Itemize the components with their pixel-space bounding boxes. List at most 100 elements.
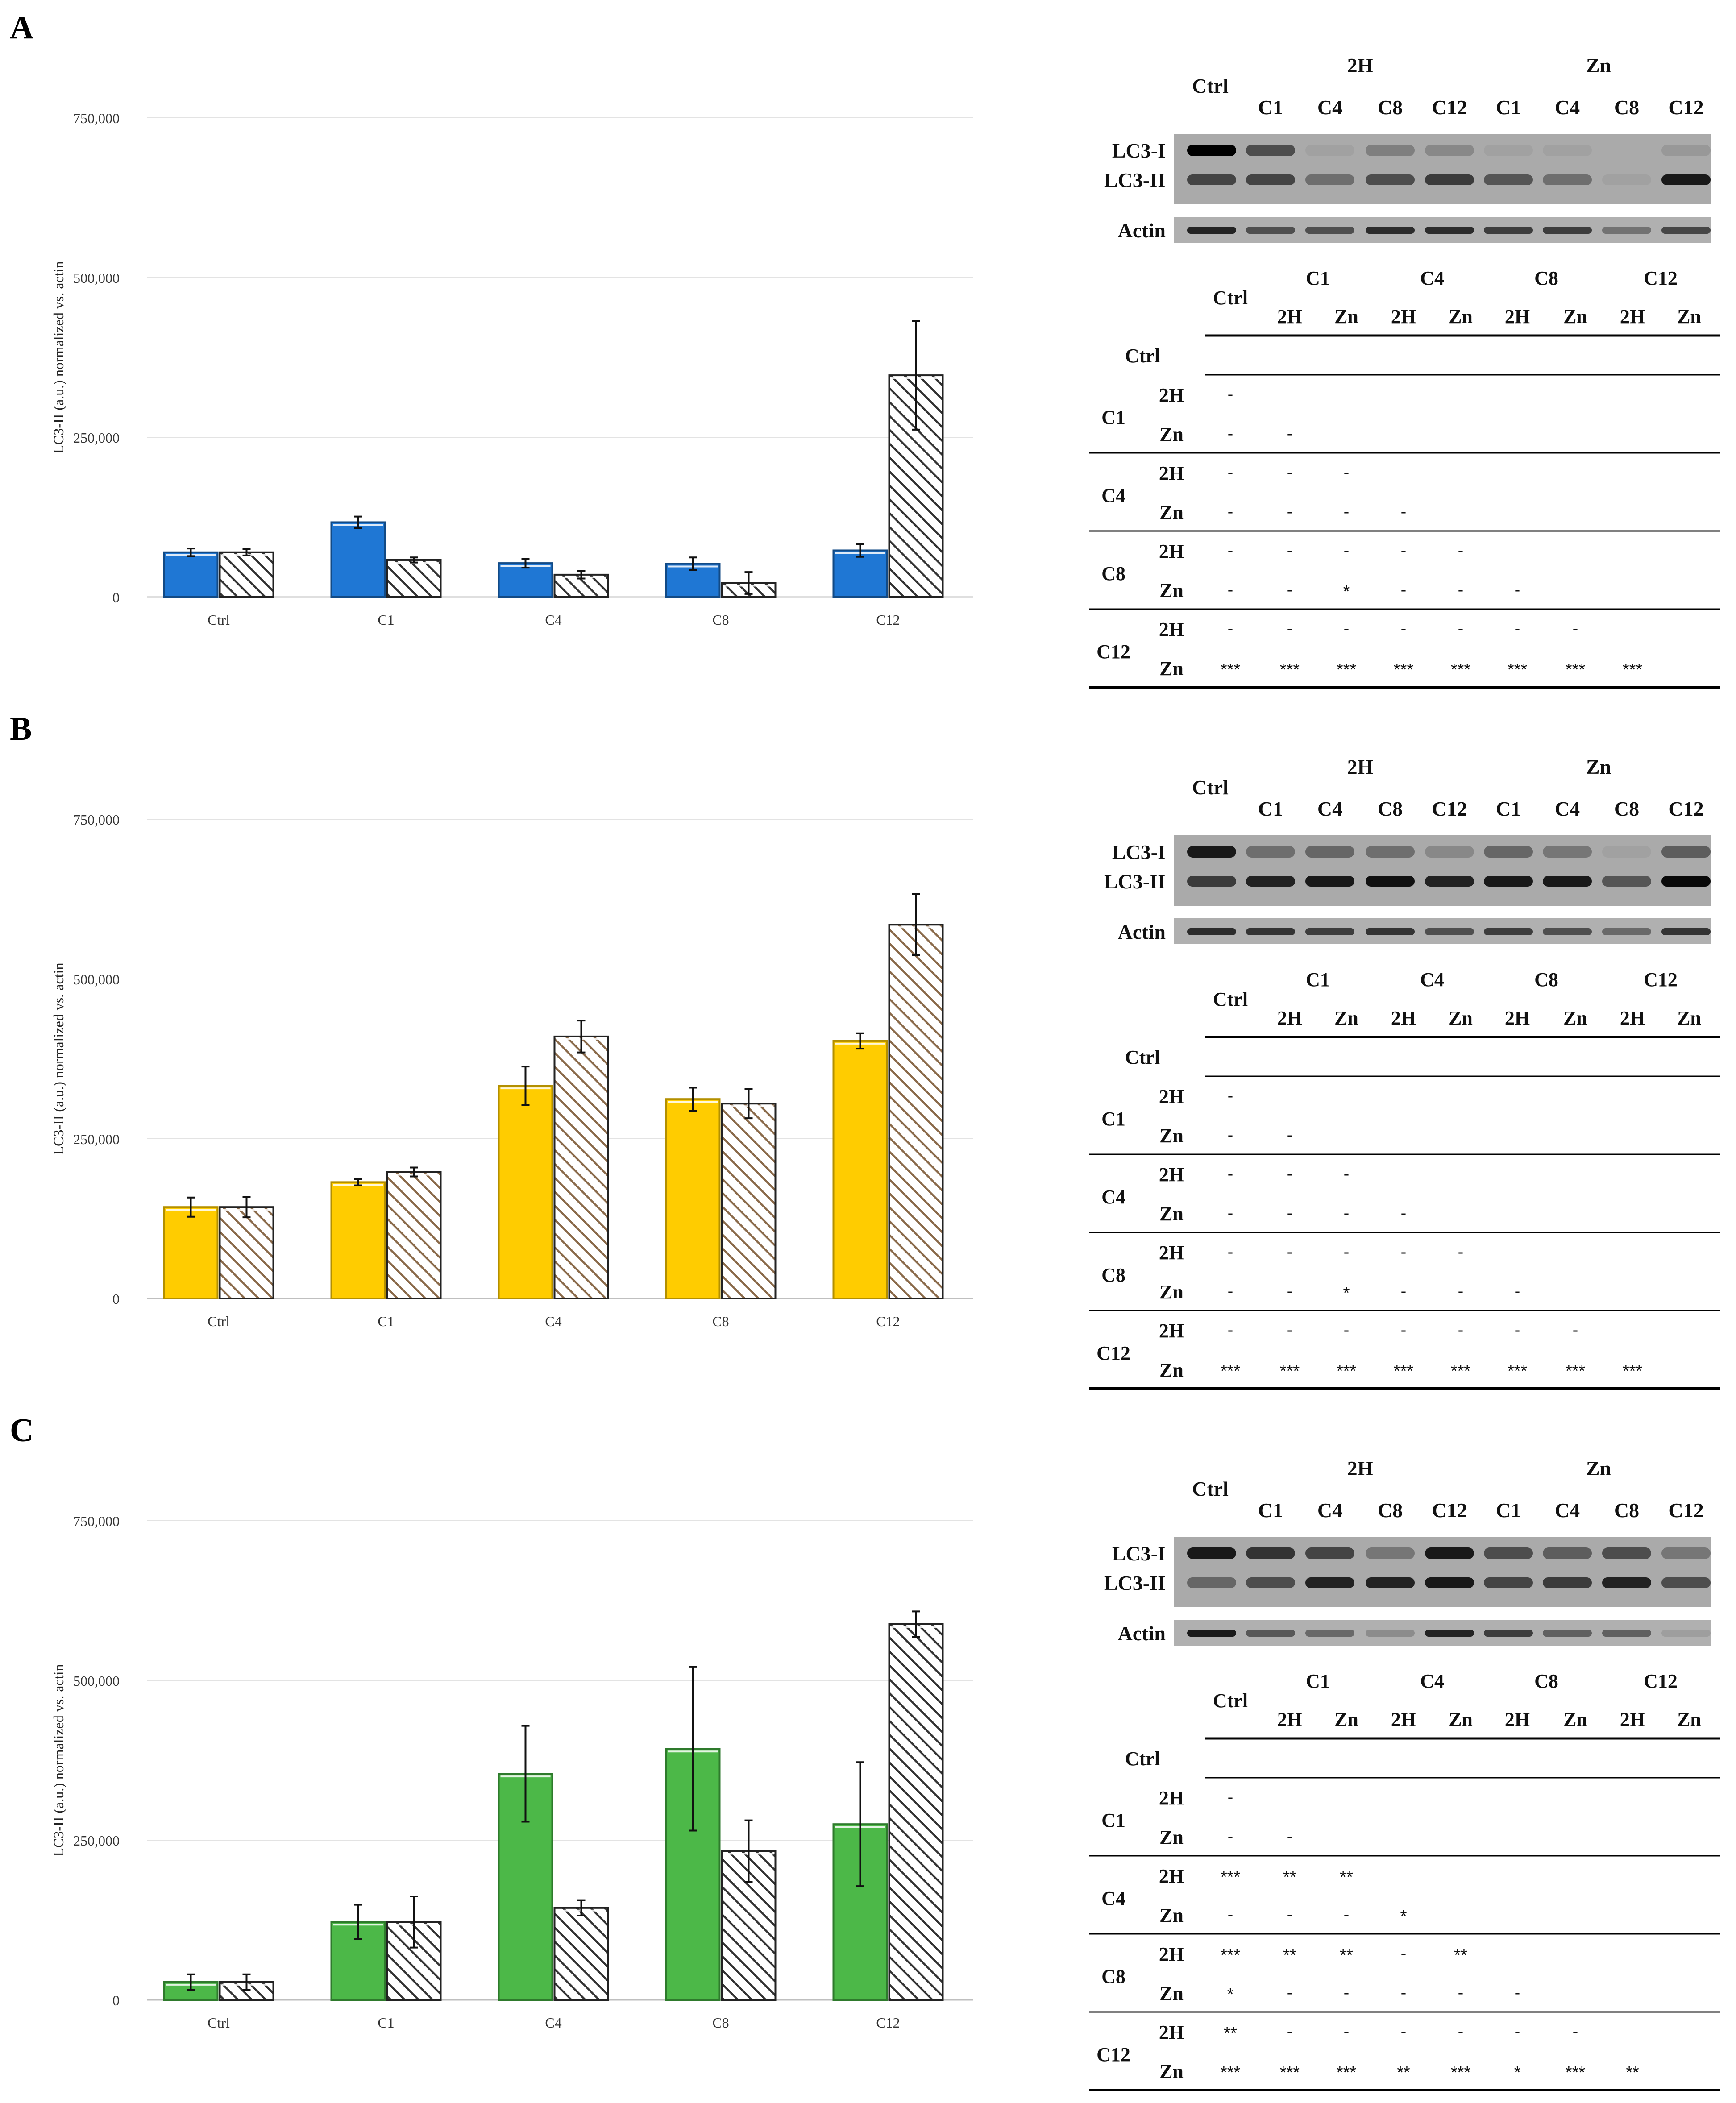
band-lc3-i xyxy=(1484,145,1533,156)
western-blot: Ctrl 2H Zn C1 C4 C8 C12 C1 C4 C8 C12 LC3-I LC3-II Act… xyxy=(1104,755,1711,944)
stats-row-sub-label: Zn xyxy=(1159,658,1184,680)
band-actin xyxy=(1305,928,1354,935)
stats-cell: - xyxy=(1344,619,1350,638)
y-axis-label: LC3-II (a.u.) normalized vs. actin xyxy=(50,1664,66,1857)
blot-lane-label: C1 xyxy=(1258,1499,1283,1522)
stats-cell: - xyxy=(1228,541,1233,560)
x-tick-label: C12 xyxy=(876,2015,900,2031)
stats-cell: - xyxy=(1401,1321,1407,1340)
band-lc3-i xyxy=(1187,145,1236,156)
stats-cell: - xyxy=(1228,1165,1233,1183)
blot-lane-label: C1 xyxy=(1258,797,1283,820)
bar-2h-c12 xyxy=(832,1040,888,1300)
stats-cell: - xyxy=(1344,1243,1350,1261)
stats-cell: - xyxy=(1287,463,1293,482)
error-bar xyxy=(689,1087,697,1112)
stats-group-header: C1 xyxy=(1306,969,1330,991)
error-bar xyxy=(856,543,864,558)
stats-row-sub-label: 2H xyxy=(1159,1787,1184,1809)
stats-sub-header: Zn xyxy=(1449,306,1473,328)
blot-group-header: Zn xyxy=(1586,1457,1611,1480)
error-bar xyxy=(410,556,418,564)
stats-row-group-label: C12 xyxy=(1096,1342,1130,1364)
band-lc3-ii xyxy=(1305,174,1354,185)
stats-cell: - xyxy=(1287,1282,1293,1301)
stats-cell: - xyxy=(1458,581,1464,599)
blot-lane-label: C8 xyxy=(1378,797,1403,820)
blot-lane-label: C1 xyxy=(1496,797,1521,820)
stats-cell: ** xyxy=(1224,2024,1237,2043)
stats-sub-header: 2H xyxy=(1277,1709,1302,1730)
stats-sub-header: 2H xyxy=(1391,1709,1416,1730)
x-tick-label: C1 xyxy=(378,1313,394,1329)
band-lc3-ii xyxy=(1484,876,1533,887)
band-actin xyxy=(1366,1630,1415,1637)
band-actin xyxy=(1366,227,1415,234)
band-actin xyxy=(1246,227,1295,234)
stats-cell: - xyxy=(1228,1905,1233,1924)
panel-A: A 0 250,000 500,000 750,000 LC3-II (a.u.) nor… xyxy=(10,9,1720,689)
bar-2h-c1 xyxy=(330,521,386,598)
stats-row-sub-label: Zn xyxy=(1159,1125,1184,1147)
blot-row-label: LC3-I xyxy=(1112,139,1166,162)
stats-row-sub-label: 2H xyxy=(1159,1164,1184,1186)
bar-2h-c12 xyxy=(832,549,888,598)
y-tick-label: 500,000 xyxy=(73,1673,120,1689)
stats-cell: - xyxy=(1515,619,1520,638)
stats-cell: - xyxy=(1287,1165,1293,1183)
blot-row-label: LC3-II xyxy=(1104,169,1166,191)
blot-ctrl-header: Ctrl xyxy=(1192,75,1229,97)
error-bar xyxy=(856,1761,864,1887)
y-axis-label: LC3-II (a.u.) normalized vs. actin xyxy=(50,261,66,454)
band-actin xyxy=(1602,1630,1651,1637)
band-lc3-ii xyxy=(1602,1577,1651,1588)
stats-sub-header: Zn xyxy=(1334,1709,1358,1730)
error-bar xyxy=(354,515,362,529)
blot-row-label: LC3-II xyxy=(1104,1572,1166,1594)
error-bar xyxy=(187,1973,195,1991)
stats-row-sub-label: Zn xyxy=(1159,1983,1184,2004)
x-tick-label: C1 xyxy=(378,2015,394,2031)
stats-cell: - xyxy=(1228,1321,1233,1340)
stats-cell: ** xyxy=(1340,1946,1353,1965)
error-bar xyxy=(577,1899,586,1916)
stats-row-sub-label: 2H xyxy=(1159,1242,1184,1264)
stats-cell: - xyxy=(1344,1321,1350,1340)
bar-2h-c4 xyxy=(498,1085,553,1300)
error-bar xyxy=(354,1904,362,1940)
stats-cell: - xyxy=(1228,1087,1233,1105)
blot-lane-label: C12 xyxy=(1432,96,1467,119)
blot-lane-label: C4 xyxy=(1317,797,1342,820)
stats-row-group-label: C4 xyxy=(1101,1186,1125,1208)
stats-ctrl-header: Ctrl xyxy=(1213,287,1248,309)
error-bar xyxy=(410,1166,418,1178)
bar-zn-c12 xyxy=(888,1623,944,2001)
band-lc3-ii xyxy=(1543,876,1592,887)
stats-group-header: C1 xyxy=(1306,1670,1330,1692)
band-actin xyxy=(1305,1630,1354,1637)
blot-group-header: 2H xyxy=(1347,54,1374,77)
stats-cell: ** xyxy=(1397,2063,1410,2082)
stats-row-sub-label: Zn xyxy=(1159,1826,1184,1848)
stats-group-header: C12 xyxy=(1644,267,1678,289)
blot-lane-label: C8 xyxy=(1614,797,1639,820)
stats-cell: - xyxy=(1287,619,1293,638)
stats-group-header: C12 xyxy=(1644,1670,1678,1692)
bar-zn-c1 xyxy=(386,1171,442,1300)
band-actin xyxy=(1484,1630,1533,1637)
stats-cell: - xyxy=(1458,1983,1464,2002)
stats-cell: - xyxy=(1573,1321,1578,1340)
stats-cell: - xyxy=(1287,541,1293,560)
error-bar xyxy=(187,548,195,557)
band-lc3-ii xyxy=(1484,1577,1533,1588)
error-bar xyxy=(521,1066,530,1106)
stats-cell: *** xyxy=(1566,660,1586,679)
stats-cell: *** xyxy=(1221,2063,1241,2082)
band-lc3-i xyxy=(1543,1547,1592,1559)
bar-chart: 0 250,000 500,000 750,000 LC3-II (a.u.) norm… xyxy=(50,110,973,628)
stats-cell: - xyxy=(1287,1204,1293,1223)
panel-B: B 0 250,000 500,000 750,000 LC3-II (a.u.) nor… xyxy=(10,711,1720,1390)
band-lc3-i xyxy=(1543,145,1592,156)
